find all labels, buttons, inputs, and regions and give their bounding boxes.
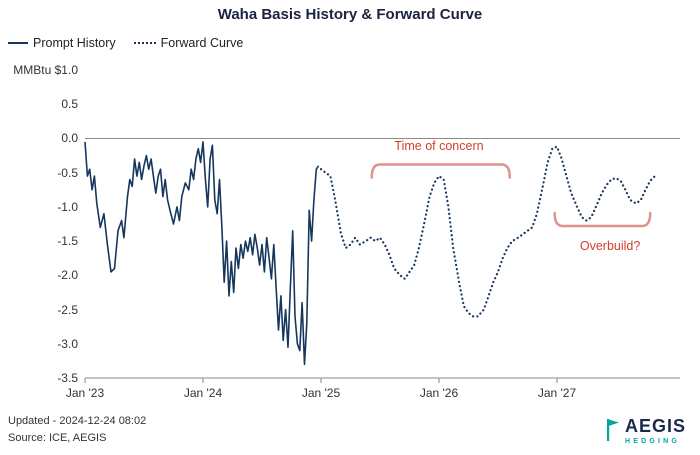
y-axis-label: 0.5 <box>61 97 78 112</box>
x-axis-label: Jan '25 <box>301 386 341 400</box>
aegis-flag-icon <box>606 419 619 441</box>
y-axis-label: MMBtu $1.0 <box>13 63 78 77</box>
y-axis-label: -2.5 <box>57 302 78 317</box>
y-axis-label: -3.0 <box>57 336 78 351</box>
dotted-line-swatch-icon <box>133 42 156 44</box>
x-axis-label: Jan '26 <box>419 386 459 400</box>
logo-text: AEGIS HEDGING <box>625 417 686 445</box>
y-axis-label: -1.5 <box>57 234 78 249</box>
legend: Prompt History Forward Curve <box>8 36 243 50</box>
page-title: Waha Basis History & Forward Curve <box>217 6 483 23</box>
y-axis-label: 0.0 <box>61 131 78 146</box>
y-axis-label: -3.5 <box>57 371 78 385</box>
legend-item-prompt-history: Prompt History <box>8 36 116 50</box>
legend-label: Prompt History <box>33 36 116 50</box>
logo-name: AEGIS <box>624 416 686 436</box>
x-axis-label: Jan '24 <box>183 386 223 400</box>
legend-item-forward-curve: Forward Curve <box>133 36 244 50</box>
x-axis-label: Jan '23 <box>65 386 105 400</box>
source-note: Source: ICE, AEGIS <box>8 432 107 444</box>
time-of-concern-bracket <box>370 163 512 179</box>
annotation-overbuild: Overbuild? <box>579 238 641 253</box>
legend-label: Forward Curve <box>160 36 244 50</box>
footer: Updated - 2024-12-24 08:02 Source: ICE, … <box>8 413 146 447</box>
y-axis-label: -1.0 <box>57 199 78 214</box>
annotation-time-of-concern: Time of concern <box>394 139 484 154</box>
x-axis-label: Jan '27 <box>537 386 577 400</box>
aegis-logo: AEGIS HEDGING <box>604 417 686 445</box>
y-axis-label: -2.0 <box>57 268 78 283</box>
y-axis-label: -0.5 <box>57 165 78 180</box>
updated-timestamp: Updated - 2024-12-24 08:02 <box>8 415 147 427</box>
logo-subtitle: HEDGING <box>624 438 681 445</box>
series-dotted <box>319 145 656 318</box>
overbuild-bracket <box>553 211 652 228</box>
series-solid <box>84 141 320 366</box>
solid-line-swatch-icon <box>8 42 28 44</box>
